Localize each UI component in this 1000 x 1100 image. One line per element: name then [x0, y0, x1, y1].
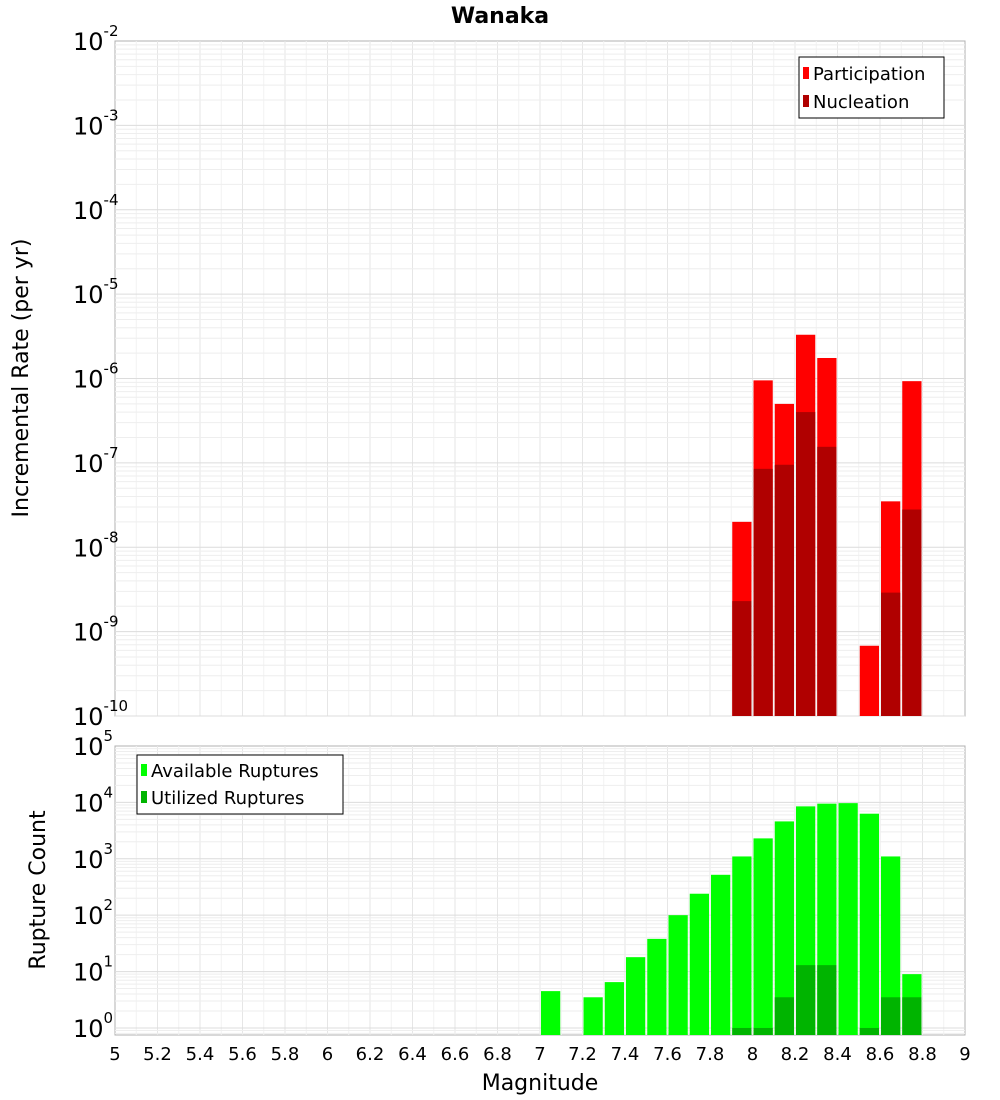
rate-y-tick-label: 10-9 — [73, 613, 119, 647]
rate-bars — [732, 334, 922, 716]
x-tick-label: 8.6 — [866, 1044, 895, 1065]
available-legend-label: Available Ruptures — [151, 761, 319, 782]
x-tick-label: 5.8 — [271, 1044, 300, 1065]
count-y-tick-label: 103 — [73, 840, 113, 874]
available-ruptures-bar — [881, 856, 901, 1035]
available-legend-swatch — [141, 764, 147, 776]
x-tick-label: 8.2 — [781, 1044, 810, 1065]
count-bars — [541, 803, 922, 1035]
rate-y-tick-label: 10-8 — [73, 528, 119, 562]
nucleation-bar — [753, 468, 773, 716]
participation-bar — [859, 645, 879, 716]
nucleation-bar — [796, 412, 816, 716]
available-ruptures-bar — [753, 838, 773, 1035]
x-tick-label: 7.4 — [611, 1044, 640, 1065]
rate-y-tick-label: 10-7 — [73, 444, 119, 478]
utilized-ruptures-bar — [859, 1027, 879, 1035]
utilized-ruptures-bar — [796, 965, 816, 1035]
x-tick-label: 5 — [109, 1044, 120, 1065]
count-legend: Available Ruptures Utilized Ruptures — [136, 754, 344, 815]
chart-title: Wanaka — [451, 4, 549, 29]
x-tick-label: 6.2 — [356, 1044, 385, 1065]
nucleation-bar — [902, 509, 922, 716]
rate-y-tick-label: 10-2 — [73, 22, 119, 56]
available-ruptures-bar — [838, 803, 858, 1035]
rate-plot: 10-10 10-9 10-8 10-7 10-6 10-5 10-4 10-3 10-2 In… — [9, 22, 966, 731]
utilized-legend-swatch — [141, 791, 147, 803]
rate-y-tick-label: 10-6 — [73, 360, 119, 394]
rate-y-tick-label: 10-10 — [73, 697, 128, 731]
x-tick-label: 8.8 — [908, 1044, 937, 1065]
x-axis-label: Magnitude — [482, 1071, 599, 1096]
x-tick-label: 6.8 — [483, 1044, 512, 1065]
x-tick-label: 7.6 — [653, 1044, 682, 1065]
utilized-legend-label: Utilized Ruptures — [151, 788, 304, 809]
nucleation-bar — [774, 464, 794, 716]
x-tick-label: 5.2 — [143, 1044, 172, 1065]
utilized-ruptures-bar — [774, 997, 794, 1035]
utilized-ruptures-bar — [732, 1027, 752, 1035]
utilized-ruptures-bar — [881, 997, 901, 1035]
count-y-tick-labels: 100 101 102 103 104 105 — [73, 727, 113, 1043]
x-tick-label: 8.4 — [823, 1044, 852, 1065]
rate-legend: Participation Nucleation — [798, 56, 945, 119]
x-tick-label: 9 — [959, 1044, 970, 1065]
nucleation-legend-swatch — [803, 95, 809, 107]
x-tick-label: 6 — [322, 1044, 333, 1065]
x-tick-label: 5.6 — [228, 1044, 257, 1065]
x-tick-label: 6.4 — [398, 1044, 427, 1065]
x-tick-label: 6.6 — [441, 1044, 470, 1065]
x-tick-label: 8 — [747, 1044, 758, 1065]
x-tick-labels: 5 5.2 5.4 5.6 5.8 6 6.2 6.4 6.6 6.8 7 7.2 7.4 7.6 7.8 8… — [109, 1044, 970, 1065]
rate-y-tick-label: 10-3 — [73, 106, 119, 140]
utilized-ruptures-bar — [817, 965, 837, 1035]
nucleation-legend-label: Nucleation — [813, 92, 909, 113]
nucleation-bar — [881, 592, 901, 716]
nucleation-bar — [817, 446, 837, 716]
count-y-tick-label: 100 — [73, 1009, 113, 1043]
count-y-tick-label: 101 — [73, 953, 113, 987]
available-ruptures-bar — [626, 957, 646, 1035]
available-ruptures-bar — [711, 874, 731, 1035]
available-ruptures-bar — [732, 856, 752, 1035]
available-ruptures-bar — [647, 938, 667, 1035]
available-ruptures-bar — [541, 991, 561, 1035]
available-ruptures-bar — [583, 997, 603, 1035]
utilized-ruptures-bar — [753, 1027, 773, 1035]
available-ruptures-bar — [689, 893, 709, 1035]
x-tick-label: 7.8 — [696, 1044, 725, 1065]
rate-y-axis-label: Incremental Rate (per yr) — [9, 239, 34, 518]
participation-legend-label: Participation — [813, 64, 925, 85]
rate-y-tick-labels: 10-10 10-9 10-8 10-7 10-6 10-5 10-4 10-3 10-2 — [73, 22, 128, 731]
rate-legend-box — [798, 56, 945, 119]
rate-y-tick-label: 10-5 — [73, 275, 119, 309]
count-y-tick-label: 104 — [73, 783, 113, 817]
rate-y-tick-label: 10-4 — [73, 191, 119, 225]
count-y-tick-label: 102 — [73, 896, 113, 930]
x-tick-label: 5.4 — [186, 1044, 215, 1065]
count-y-axis-label: Rupture Count — [26, 810, 51, 970]
utilized-ruptures-bar — [902, 997, 922, 1035]
available-ruptures-bar — [774, 821, 794, 1035]
x-tick-label: 7 — [534, 1044, 545, 1065]
available-ruptures-bar — [668, 915, 688, 1035]
x-tick-label: 7.2 — [568, 1044, 597, 1065]
count-y-tick-label: 105 — [73, 727, 113, 761]
count-legend-box — [136, 754, 344, 815]
count-plot: 100 101 102 103 104 105 5 5.2 5.4 5.6 5.8 6 6.2 6.4 6… — [26, 727, 971, 1096]
participation-legend-swatch — [803, 67, 809, 79]
rate-gridlines — [115, 41, 965, 717]
available-ruptures-bar — [604, 982, 624, 1035]
nucleation-bar — [732, 601, 752, 716]
available-ruptures-bar — [859, 813, 879, 1035]
